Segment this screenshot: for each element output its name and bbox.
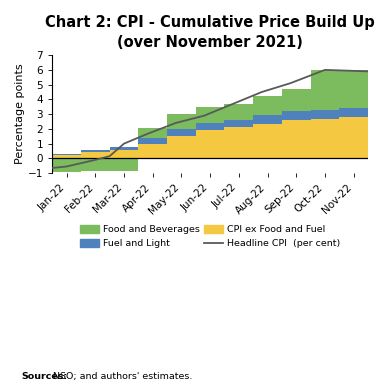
Text: Sources:: Sources:: [21, 372, 67, 381]
Bar: [339, 117, 368, 159]
Legend: Food and Beverages, Fuel and Light, CPI ex Food and Fuel, Headline CPI  (per cen: Food and Beverages, Fuel and Light, CPI …: [76, 222, 344, 252]
Bar: [110, 150, 138, 159]
Bar: [52, 159, 81, 172]
Bar: [311, 70, 339, 110]
Bar: [311, 110, 339, 118]
Bar: [167, 114, 196, 129]
Bar: [339, 108, 368, 117]
Bar: [282, 111, 311, 120]
Bar: [81, 149, 110, 152]
Bar: [253, 124, 282, 159]
Bar: [81, 152, 110, 159]
Bar: [196, 130, 224, 159]
Text: NSO; and authors' estimates.: NSO; and authors' estimates.: [50, 372, 192, 381]
Bar: [282, 89, 311, 111]
Y-axis label: Percentage points: Percentage points: [15, 64, 25, 165]
Bar: [138, 138, 167, 144]
Bar: [224, 104, 253, 120]
Bar: [81, 159, 110, 171]
Bar: [196, 123, 224, 130]
Bar: [224, 128, 253, 159]
Bar: [167, 136, 196, 159]
Bar: [138, 128, 167, 138]
Title: Chart 2: CPI - Cumulative Price Build Up
(over November 2021): Chart 2: CPI - Cumulative Price Build Up…: [45, 15, 375, 50]
Bar: [282, 120, 311, 159]
Bar: [110, 159, 138, 171]
Bar: [52, 154, 81, 155]
Bar: [138, 144, 167, 159]
Bar: [224, 120, 253, 128]
Bar: [52, 155, 81, 159]
Bar: [311, 118, 339, 159]
Bar: [167, 129, 196, 136]
Bar: [253, 96, 282, 115]
Bar: [339, 70, 368, 108]
Bar: [253, 115, 282, 124]
Bar: [196, 107, 224, 123]
Bar: [110, 147, 138, 150]
